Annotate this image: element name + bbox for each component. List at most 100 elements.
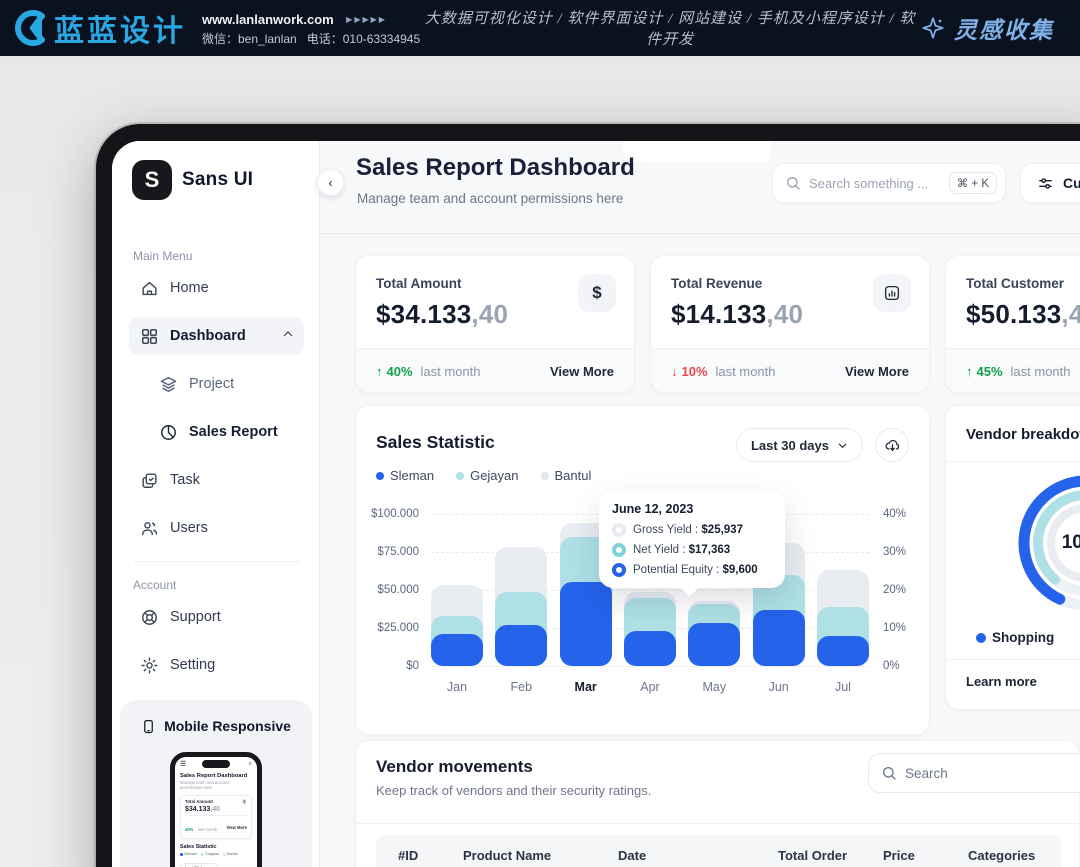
bar-group-jan[interactable]: Jan [431, 514, 483, 694]
users-icon [139, 518, 159, 538]
search-input[interactable] [809, 175, 949, 191]
mini-dollar-badge: $ [241, 798, 247, 805]
stat-fraction: ,40 [766, 299, 804, 329]
x-axis-label-may: May [702, 680, 727, 694]
bar-group-may[interactable]: May [688, 514, 741, 694]
brand-name: Sans UI [182, 169, 254, 190]
column-id: #ID [398, 847, 419, 863]
y-axis-tick-left: $100.000 [371, 508, 419, 520]
chart-legend: Sleman Gejayan Bantul [376, 468, 591, 483]
bar-group-jul[interactable]: Jul [816, 514, 869, 694]
trend-label: last month [1010, 364, 1071, 379]
x-axis-label-jan: Jan [446, 680, 468, 694]
app-screen: S Sans UI Main Menu Home Dashboard [112, 141, 1080, 867]
global-search[interactable]: ⌘ + K [772, 163, 1006, 203]
main-menu-label: Main Menu [133, 249, 193, 263]
dollar-icon: $ [578, 274, 616, 312]
stat-title: Total Customer [966, 276, 1065, 291]
x-axis-label-apr: Apr [640, 680, 660, 694]
mini-card-title: Total Amount [185, 799, 213, 805]
sidebar-item-label: Setting [170, 657, 216, 673]
sidebar-item-support[interactable]: Support [129, 598, 304, 636]
x-axis-label-feb: Feb [510, 680, 533, 694]
vendor-breakdown-title: Vendor breakdown [966, 426, 1080, 443]
legend-shopping: Shopping [976, 630, 1054, 645]
x-axis-label-mar: Mar [574, 680, 597, 694]
sparkle-star-icon [922, 17, 944, 39]
column-price: Price [883, 847, 915, 863]
home-icon [139, 278, 159, 298]
bar-sleman-mar[interactable] [559, 582, 612, 666]
promo-banner: 蓝蓝设计 www.lanlanwork.com ▶▶▶▶▶ 微信：ben_lan… [0, 0, 1080, 56]
sidebar-item-home[interactable]: Home [129, 269, 304, 307]
stat-fraction: ,40 [1061, 299, 1080, 329]
sidebar-item-users[interactable]: Users [129, 509, 304, 547]
sidebar-item-dashboard[interactable]: Dashboard [129, 317, 304, 355]
search-icon [787, 177, 800, 190]
trend-down: ↓ 10% [671, 364, 708, 379]
vendor-search[interactable] [868, 753, 1080, 793]
mini-view-more: View More [226, 824, 247, 830]
bar-sleman-jul[interactable] [816, 636, 869, 666]
bar-group-mar[interactable]: Mar [559, 514, 612, 694]
sidebar-item-task[interactable]: Task [129, 461, 304, 499]
banner-contact-block: www.lanlanwork.com ▶▶▶▶▶ 微信：ben_lanlan 电… [202, 9, 420, 47]
customize-button[interactable]: Customize [1020, 163, 1080, 203]
bar-sleman-apr[interactable] [623, 631, 676, 666]
sidebar-item-sales-report[interactable]: Sales Report [148, 413, 304, 451]
trend-up: ↑ 40% [376, 364, 413, 379]
gear-icon [139, 655, 159, 675]
sidebar-item-label: Task [170, 472, 200, 488]
sidebar-item-label: Dashboard [170, 328, 246, 344]
y-axis-tick-right: 0% [883, 660, 900, 672]
mini-legend: Sleman Gejayan Bantul [180, 852, 252, 856]
banner-wechat: 微信：ben_lanlan [202, 31, 297, 46]
y-axis-tick-left: $0 [406, 660, 419, 672]
date-range-dropdown[interactable]: Last 30 days [735, 428, 863, 462]
sales-statistic-card: Sales Statistic Sleman Gejayan Bantul La… [355, 405, 930, 735]
bar-group-apr[interactable]: Apr [623, 514, 676, 694]
brand: S Sans UI [132, 160, 304, 200]
donut-center-label: 100% [1061, 532, 1080, 553]
mini-range-pill: Last 30 days ⌄ [180, 862, 219, 867]
column-total-order: Total Order [778, 847, 848, 863]
stat-card-total-amount: Total Amount $34.133,40 $ ↑ 40% last mont… [355, 255, 635, 393]
mini-card-fraction: ,40 [210, 806, 221, 814]
legend-gejayan: Gejayan [456, 468, 519, 483]
bar-sleman-may[interactable] [688, 623, 741, 666]
sidebar-item-setting[interactable]: Setting [129, 646, 304, 684]
bar-sleman-jan[interactable] [431, 634, 483, 666]
banner-collect-block: 灵感收集 [920, 11, 1080, 45]
bar-sleman-feb[interactable] [495, 625, 548, 666]
divider [356, 823, 1079, 824]
learn-more-link[interactable]: Learn more [966, 674, 1037, 689]
chevron-down-icon [838, 443, 847, 448]
tooltip-date: June 12, 2023 [612, 502, 694, 516]
column-categories: Categories [968, 847, 1036, 863]
divider [946, 461, 1080, 462]
vendor-movements-subtitle: Keep track of vendors and their security… [376, 783, 652, 798]
sidebar-collapse-button[interactable]: ‹ [317, 169, 344, 196]
breakdown-legend: Shopping [976, 630, 1080, 645]
vendor-search-input[interactable] [905, 765, 1080, 781]
pie-chart-icon [158, 422, 178, 442]
view-more-link[interactable]: View More [549, 364, 614, 379]
cloud-download-icon [885, 439, 899, 451]
sidebar-item-label: Users [170, 520, 208, 536]
view-more-link[interactable]: View More [844, 364, 909, 379]
sidebar-item-label: Project [189, 376, 235, 392]
sidebar-divider [133, 561, 300, 562]
chevron-up-icon[interactable] [282, 328, 294, 344]
divider [946, 659, 1080, 660]
bar-sleman-jun[interactable] [752, 610, 805, 666]
mobile-responsive-card: Mobile Responsive ☰ ⌕ Sales Report Dashb… [120, 700, 312, 867]
download-report-button[interactable] [875, 428, 909, 462]
banner-services: 大数据可视化设计 / 软件界面设计 / 网站建设 / 手机及小程序设计 / 软件… [424, 11, 916, 48]
banner-phone: 电话：010-63334945 [306, 31, 421, 46]
bar-group-feb[interactable]: Feb [495, 514, 548, 694]
column-product-name: Product Name [463, 847, 552, 863]
sidebar-item-project[interactable]: Project [148, 365, 304, 403]
page-subtitle: Manage team and account permissions here [357, 191, 624, 206]
mini-title: Sales Report Dashboard [180, 773, 248, 779]
